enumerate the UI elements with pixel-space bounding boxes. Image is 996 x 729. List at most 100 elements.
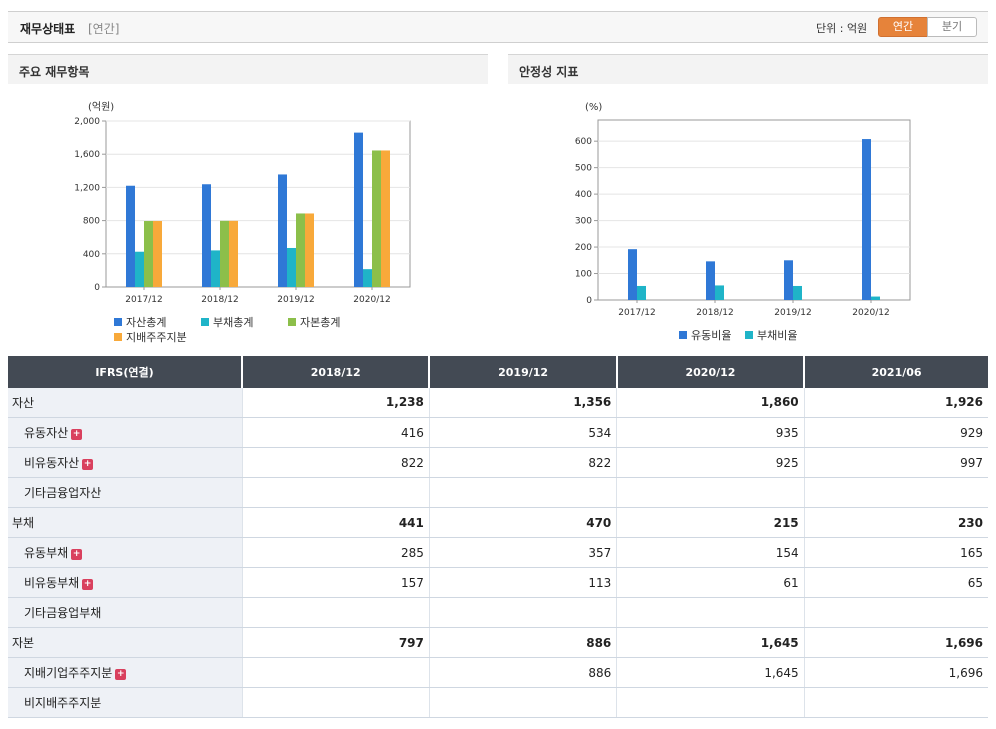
column-header: 2020/12 [616,356,806,388]
legend-label: 자본총계 [300,316,341,329]
expand-plus-icon[interactable]: + [71,549,83,560]
value-cell [429,597,618,628]
expand-plus-icon[interactable]: + [115,669,127,680]
y-tick-label: 0 [586,296,592,306]
y-tick-label: 500 [575,164,592,174]
table-row: 비유동자산 +822 822 925 997 [8,447,988,478]
y-tick-label: 400 [83,250,100,260]
row-label-cell: 지배기업주주지분 + [8,657,243,688]
bar [229,220,238,287]
value-cell: 886 [429,657,618,688]
table-row: 지배기업주주지분 +886 1,645 1,696 [8,657,988,688]
row-label: 비유동자산 [24,456,80,470]
expand-plus-icon[interactable]: + [82,459,94,470]
x-tick-label: 2017/12 [125,295,162,305]
stability-chart: (%) 0 100 200 300 400 500 600 2017/12 2018/12 2019… [575,102,911,318]
bar [363,269,372,287]
y-tick-label: 100 [575,270,592,280]
value-cell [242,657,430,688]
table-header-row: IFRS(연결) 2018/12 2019/12 2020/12 2021/06 [8,356,988,388]
bar [153,221,162,287]
bar [144,221,153,287]
quarter-tab-button[interactable]: 분기 [927,17,977,37]
value-cell: 113 [429,567,618,598]
legend-item: 부채총계 [201,314,253,330]
stability-title: 안정성 지표 [508,54,988,84]
stability-panel: 안정성 지표 (%) 0 100 200 300 400 500 600 2017/12 2018… [508,54,988,354]
bar [862,139,871,300]
bar [784,260,793,300]
table-row: 기타금융업자산 [8,477,988,508]
row-label-cell: 자산 [8,387,243,418]
expand-plus-icon[interactable]: + [82,579,94,590]
row-label-cell: 비유동부채 + [8,567,243,598]
expand-plus-icon[interactable]: + [71,429,83,440]
value-cell: 1,696 [804,657,988,688]
key-items-chart: (억원) 0 400 800 1,200 1,600 2,000 2017/12 2018/12… [74,101,411,305]
value-cell [616,687,805,718]
column-header: 2019/12 [429,356,618,388]
value-cell: 997 [804,447,988,478]
value-cell: 441 [242,507,430,538]
bar [372,150,381,287]
bar [715,285,724,300]
value-cell: 797 [242,627,430,658]
legend-swatch [201,318,209,326]
bar [126,185,135,287]
x-tick-label: 2020/12 [353,295,390,305]
legend-item: 부채비율 [745,327,797,343]
value-cell: 822 [429,447,618,478]
value-cell [616,477,805,508]
value-cell: 1,926 [804,387,988,418]
x-tick-label: 2018/12 [201,295,238,305]
bar [211,250,220,287]
y-tick-label: 1,600 [74,150,100,160]
row-label: 기타금융업부채 [24,606,102,620]
value-cell: 230 [804,507,988,538]
x-tick-label: 2017/12 [618,308,655,318]
value-cell [804,597,988,628]
row-label: 자산 [12,395,35,410]
row-label: 비지배주주지분 [24,696,102,710]
legend-swatch [745,331,753,339]
plot-frame [597,119,911,301]
statement-title: 재무상태표 [20,22,76,36]
value-cell: 935 [616,417,805,448]
column-header: 2018/12 [242,356,431,388]
x-tick-label: 2019/12 [277,295,314,305]
statement-header: 재무상태표 [연간] 단위 : 억원 연간 분기 [8,11,988,43]
bar [381,150,390,287]
legend-label: 부채비율 [757,329,798,342]
bar [220,220,229,287]
key-items-title: 주요 재무항목 [8,54,488,84]
unit-label: (%) [585,102,602,113]
legend-swatch [679,331,687,339]
period-type-label: [연간] [88,22,120,36]
value-cell: 1,696 [804,627,988,658]
row-label: 비유동부채 [24,576,80,590]
value-cell: 1,645 [616,627,805,658]
row-label-cell: 유동부채 + [8,537,243,568]
bar [305,213,314,287]
value-cell: 534 [429,417,618,448]
value-cell: 929 [804,417,988,448]
value-cell [242,687,430,718]
bar [354,132,363,287]
row-label: 부채 [12,516,35,530]
value-cell: 1,238 [242,387,430,418]
legend-swatch [114,333,122,341]
value-cell: 416 [242,417,430,448]
value-cell: 886 [429,627,618,658]
unit-label: 단위 : 억원 [816,22,868,35]
value-cell: 822 [242,447,430,478]
value-cell: 285 [242,537,430,568]
annual-tab-button[interactable]: 연간 [878,17,928,37]
value-cell: 357 [429,537,618,568]
table-row: 비지배주주지분 [8,687,988,718]
value-cell: 925 [616,447,805,478]
table-row: 부채 441 470 215 230 [8,507,988,538]
row-label-cell: 자본 [8,627,243,658]
x-tick-label: 2019/12 [774,308,811,318]
value-cell: 61 [616,567,805,598]
bar [706,261,715,300]
